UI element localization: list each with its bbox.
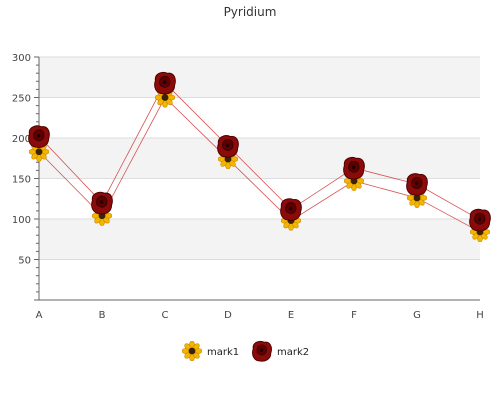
y-tick-label: 250 <box>12 94 31 105</box>
rose-point-icon <box>469 208 491 232</box>
series-layer <box>28 71 491 242</box>
y-tick-label: 150 <box>12 175 31 186</box>
legend-label: mark1 <box>207 347 239 358</box>
x-tick-label: E <box>288 310 294 321</box>
grid-band <box>39 219 480 260</box>
y-tick-label: 200 <box>12 134 31 145</box>
legend-label: mark2 <box>277 347 309 358</box>
rose-point-icon <box>280 198 302 221</box>
grid-band <box>39 97 480 138</box>
series-line-mark1 <box>38 96 481 233</box>
rose-point-icon <box>154 71 176 95</box>
x-tick-label: B <box>99 310 106 321</box>
chart-title: Pyridium <box>224 5 277 19</box>
rose-point-icon <box>91 191 113 215</box>
legend-rose-icon <box>251 340 273 362</box>
y-tick-label: 300 <box>12 53 31 64</box>
x-tick-label: C <box>162 310 169 321</box>
rose-point-icon <box>28 125 50 149</box>
x-tick-label: H <box>476 310 484 321</box>
x-tick-label: D <box>224 310 232 321</box>
x-tick-label: G <box>413 310 421 321</box>
rose-point-icon <box>217 135 239 158</box>
y-tick-label: 50 <box>18 256 31 267</box>
legend-sunflower-icon <box>182 341 202 361</box>
series-line-mark2 <box>38 82 481 221</box>
x-tick-label: F <box>351 310 357 321</box>
x-tick-label: A <box>36 310 43 321</box>
rose-point-icon <box>406 173 428 196</box>
grid-band <box>39 138 480 179</box>
rose-point-icon <box>343 156 365 180</box>
grid-band <box>39 57 480 98</box>
axes: 50 100 150 200 250 300 A B C D E F G H <box>12 53 484 321</box>
legend: mark1 mark2 <box>182 340 309 362</box>
grid-bands <box>39 56 480 300</box>
y-tick-label: 100 <box>12 215 31 226</box>
grid-band <box>39 259 480 300</box>
